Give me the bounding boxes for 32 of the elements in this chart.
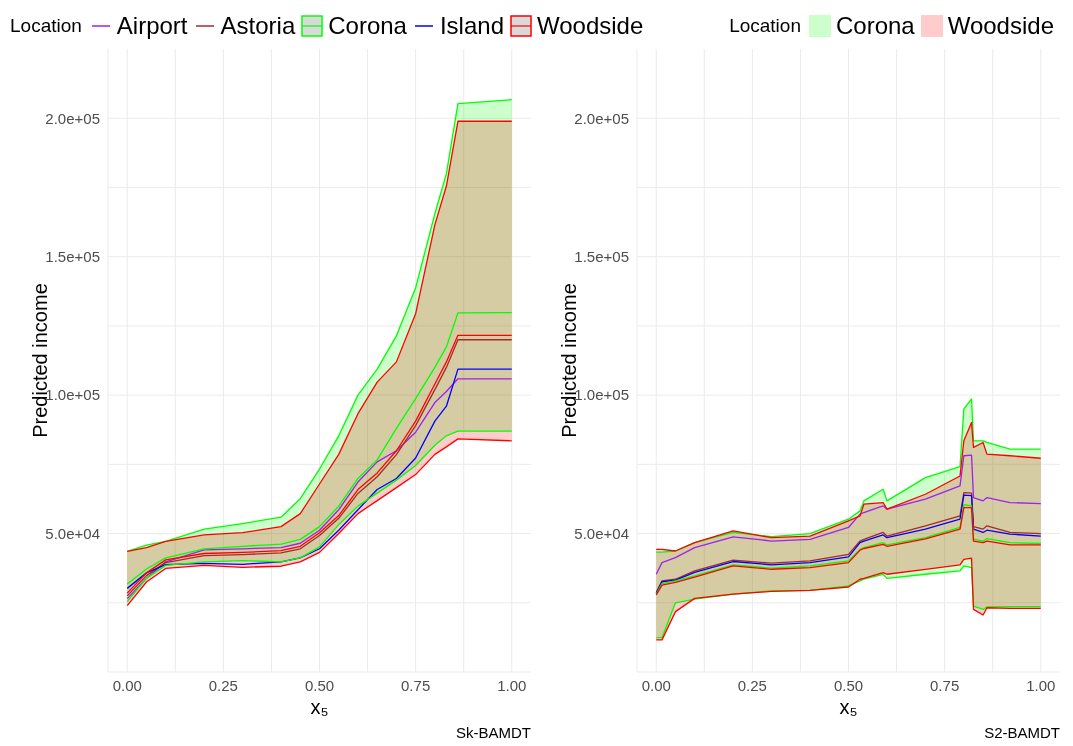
text: Sk-BAMDT — [456, 724, 531, 741]
legend-title: Location — [729, 15, 801, 37]
legend-title: Location — [10, 15, 82, 37]
legend-label: Woodside — [947, 12, 1054, 40]
legend-label: Corona — [835, 12, 915, 40]
y-tick-label: 2.0e+05 — [45, 109, 100, 127]
x-tick-label: 0.50 — [833, 676, 864, 694]
x-axis-title: x₅ — [839, 696, 858, 718]
x-tick-label: 1.00 — [1026, 676, 1056, 694]
y-tick-label: 1.5e+05 — [45, 247, 100, 265]
x-axis-title: x₅ — [310, 696, 329, 718]
x-tick-label: 0.25 — [208, 676, 238, 694]
legend-label: Corona — [328, 12, 407, 40]
y-tick-label: 2.0e+05 — [574, 109, 629, 127]
x-tick-label: 1.00 — [497, 676, 527, 694]
x-tick-label: 0.50 — [304, 676, 335, 694]
y-tick-label: 1.5e+05 — [574, 247, 629, 265]
x-tick-label: 0.00 — [641, 676, 671, 694]
line-series — [655, 454, 1042, 575]
y-tick-label: 5.0e+04 — [45, 524, 100, 542]
line-series — [655, 398, 1042, 553]
legend-label: Island — [439, 12, 504, 40]
line-series — [655, 421, 1042, 552]
legend-label: Airport — [116, 12, 188, 40]
x-tick-label: 0.75 — [930, 676, 960, 694]
x-tick-label: 0.25 — [737, 676, 767, 694]
text: S2-BAMDT — [984, 724, 1060, 741]
legend-label: Woodside — [537, 12, 644, 40]
x-tick-label: 0.00 — [112, 676, 142, 694]
legend-label: Astoria — [220, 12, 296, 40]
y-tick-label: 5.0e+04 — [574, 524, 629, 542]
x-tick-label: 0.75 — [401, 676, 431, 694]
